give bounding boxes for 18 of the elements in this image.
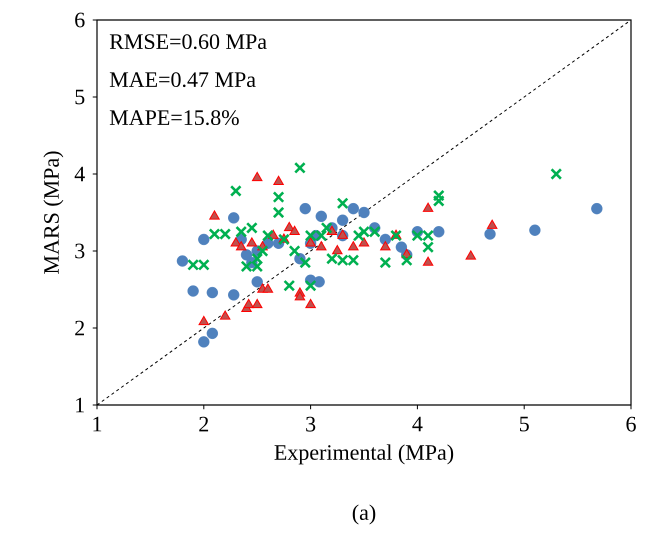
x-tick-label: 6 [626, 416, 636, 432]
annotation: MAE=0.47 MPa [110, 72, 256, 88]
y-tick-label: 3 [75, 244, 84, 258]
text: (a) [352, 504, 376, 524]
x-tick-label: 1 [93, 416, 102, 432]
y-tick-label: 5 [75, 90, 84, 104]
y-tick-label: 2 [75, 320, 84, 336]
x-tick-label: 4 [412, 416, 423, 432]
annotation: MAPE=15.8% [110, 110, 239, 126]
x-tick-label: 3 [306, 416, 316, 432]
y-axis-title: MARS (MPa) [43, 151, 64, 274]
y-tick-label: 1 [76, 398, 84, 412]
y-tick-label: 6 [75, 12, 85, 28]
annotation: RMSE=0.60 MPa [110, 34, 267, 50]
y-tick-label: 4 [74, 166, 85, 182]
x-axis-title: Experimental (MPa) [274, 444, 454, 464]
x-tick-label: 5 [520, 416, 529, 432]
x-tick-label: 2 [199, 416, 208, 432]
